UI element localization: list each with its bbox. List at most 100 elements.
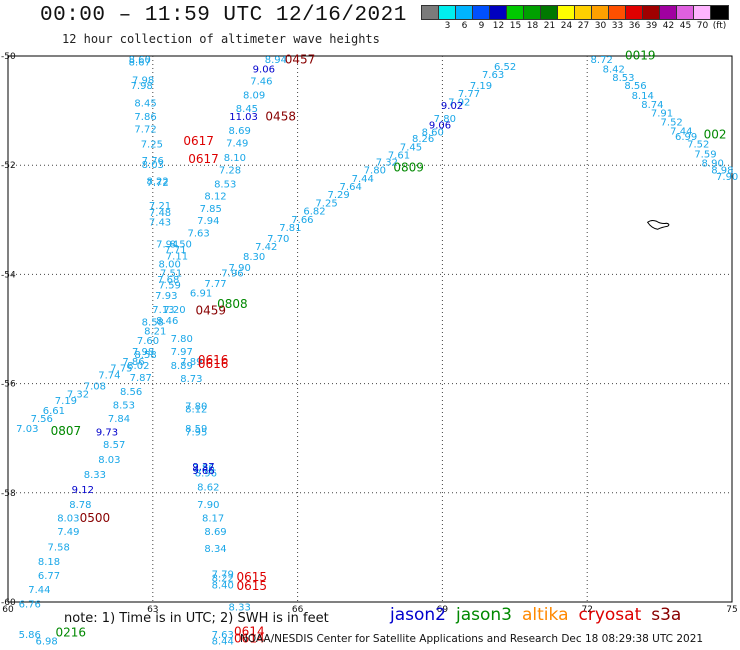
wave-height-label: 7.80	[434, 114, 456, 125]
wave-height-label: 7.98	[132, 347, 154, 358]
pass-time-label: 0616	[198, 357, 229, 371]
wave-height-label: 7.80	[171, 334, 193, 345]
wave-height-label: 8.18	[38, 557, 60, 568]
y-tick-label: -56	[1, 380, 16, 390]
satellite-label-jason2: jason2	[390, 605, 446, 625]
wave-height-label: 8.78	[69, 500, 91, 511]
pass-time-label: 0617	[183, 134, 214, 148]
wave-height-label: 9.66	[192, 466, 214, 477]
wave-height-label: 5.86	[19, 630, 41, 641]
x-tick-label: 72	[581, 605, 592, 615]
wave-height-label: 7.72	[146, 178, 168, 189]
wave-height-label: 7.59	[694, 149, 716, 160]
wave-height-label: 7.81	[279, 223, 301, 234]
wave-height-label: 8.09	[243, 90, 265, 101]
x-tick-label: 66	[292, 605, 304, 615]
wave-height-label: 7.63	[212, 630, 234, 641]
wave-height-label: 7.44	[352, 174, 374, 185]
y-tick-label: -52	[1, 161, 16, 171]
legend-label: (ft)	[712, 21, 727, 31]
wave-height-label: 6.82	[303, 207, 325, 218]
pass-time-label: 0614	[234, 632, 265, 646]
wave-height-label: 8.58	[142, 317, 164, 328]
wave-height-label: 8.58	[134, 350, 156, 361]
footer-credit: NOAA/NESDIS Center for Satellite Applica…	[240, 633, 704, 645]
wave-height-label: 7.87	[130, 373, 152, 384]
wave-height-label: 8.94	[265, 55, 287, 66]
wave-height-label: 7.46	[250, 77, 272, 88]
wave-height-label: 6.77	[38, 571, 60, 582]
wave-height-label: 9.12	[72, 485, 94, 496]
wave-height-label: 7.29	[327, 190, 349, 201]
x-tick-label: 75	[726, 605, 737, 615]
legend-label: 42	[662, 21, 675, 31]
wave-height-label: 7.11	[166, 251, 188, 262]
wave-height-label: 7.32	[67, 390, 89, 401]
legend-label: 12	[492, 21, 505, 31]
legend-swatch	[710, 5, 729, 20]
wave-height-label: 7.03	[16, 424, 38, 435]
y-tick-label: -50	[1, 52, 16, 62]
wave-height-label: 7.48	[149, 208, 171, 219]
wave-height-label: 7.68	[157, 275, 179, 286]
wave-height-label: 7.86	[122, 357, 144, 368]
wave-height-label: 9.02	[441, 101, 463, 112]
wave-height-label: 7.94	[156, 239, 178, 250]
satellite-label-jason3: jason3	[456, 605, 512, 625]
legend-label: 15	[509, 21, 522, 31]
wave-height-label: 7.72	[134, 125, 156, 136]
plot-frame	[7, 55, 733, 603]
wave-height-label: 7.20	[163, 305, 185, 316]
wave-height-label: 8.12	[204, 191, 226, 202]
pass-time-label: 0809	[393, 160, 424, 174]
legend-label: 70	[696, 21, 709, 31]
wave-height-label: 6.52	[494, 62, 516, 73]
wave-height-label: 8.56	[120, 387, 142, 398]
wave-height-label: 7.94	[197, 216, 219, 227]
wave-height-label: 7.08	[84, 381, 106, 392]
wave-height-label: 7.32	[376, 157, 398, 168]
wave-height-label: 8.14	[632, 91, 654, 102]
satellite-label-cryosat: cryosat	[578, 605, 642, 625]
wave-height-label: 7.25	[315, 198, 337, 209]
satellite-label-s3a: s3a	[651, 605, 682, 625]
wave-height-label: 8.69	[204, 527, 226, 538]
island-outline	[646, 219, 670, 230]
satellite-label-altika: altika	[522, 605, 569, 625]
wave-height-label: 9.06	[429, 120, 451, 131]
wave-height-label: 7.89	[180, 357, 202, 368]
wave-height-label: 8.72	[591, 55, 613, 66]
wave-height-label: 8.73	[180, 374, 202, 385]
wave-height-label: 8.98	[711, 166, 733, 177]
wave-height-label: 8.53	[612, 73, 634, 84]
wave-height-label: 7.91	[651, 108, 673, 119]
wave-height-label: 7.63	[482, 70, 504, 81]
wave-height-label: 8.44	[212, 636, 234, 647]
wave-height-label: 8.42	[603, 65, 625, 76]
wave-height-label: 8.46	[156, 316, 178, 327]
wave-height-label: 7.93	[155, 291, 177, 302]
wave-height-label: 7.52	[687, 139, 709, 150]
legend-bin: 70	[693, 5, 712, 32]
pass-time-label: 0807	[51, 424, 82, 438]
wave-height-label: 7.25	[141, 139, 163, 150]
wave-height-label: 8.96	[195, 469, 217, 480]
wave-height-label: 8.60	[422, 127, 444, 138]
pass-time-label: 0019	[625, 49, 656, 63]
wave-height-label: 8.26	[412, 134, 434, 145]
wave-height-label: 7.98	[131, 81, 153, 92]
legend-label: 36	[628, 21, 641, 31]
x-tick-label: 60	[2, 605, 14, 615]
legend-bin: 27	[574, 5, 593, 32]
wave-height-label: 7.64	[340, 182, 362, 193]
wave-height-label: 6.98	[35, 636, 57, 647]
pass-time-label: 0615	[236, 579, 267, 593]
wave-height-label: 7.58	[48, 542, 70, 553]
x-tick-label: 63	[147, 605, 158, 615]
pass-time-label: 0616	[198, 353, 229, 367]
wave-height-label: 9.73	[96, 428, 118, 439]
wave-height-label: 8.03	[142, 160, 164, 171]
wave-height-label: 8.45	[236, 104, 258, 115]
pass-time-label: 0615	[236, 570, 267, 584]
